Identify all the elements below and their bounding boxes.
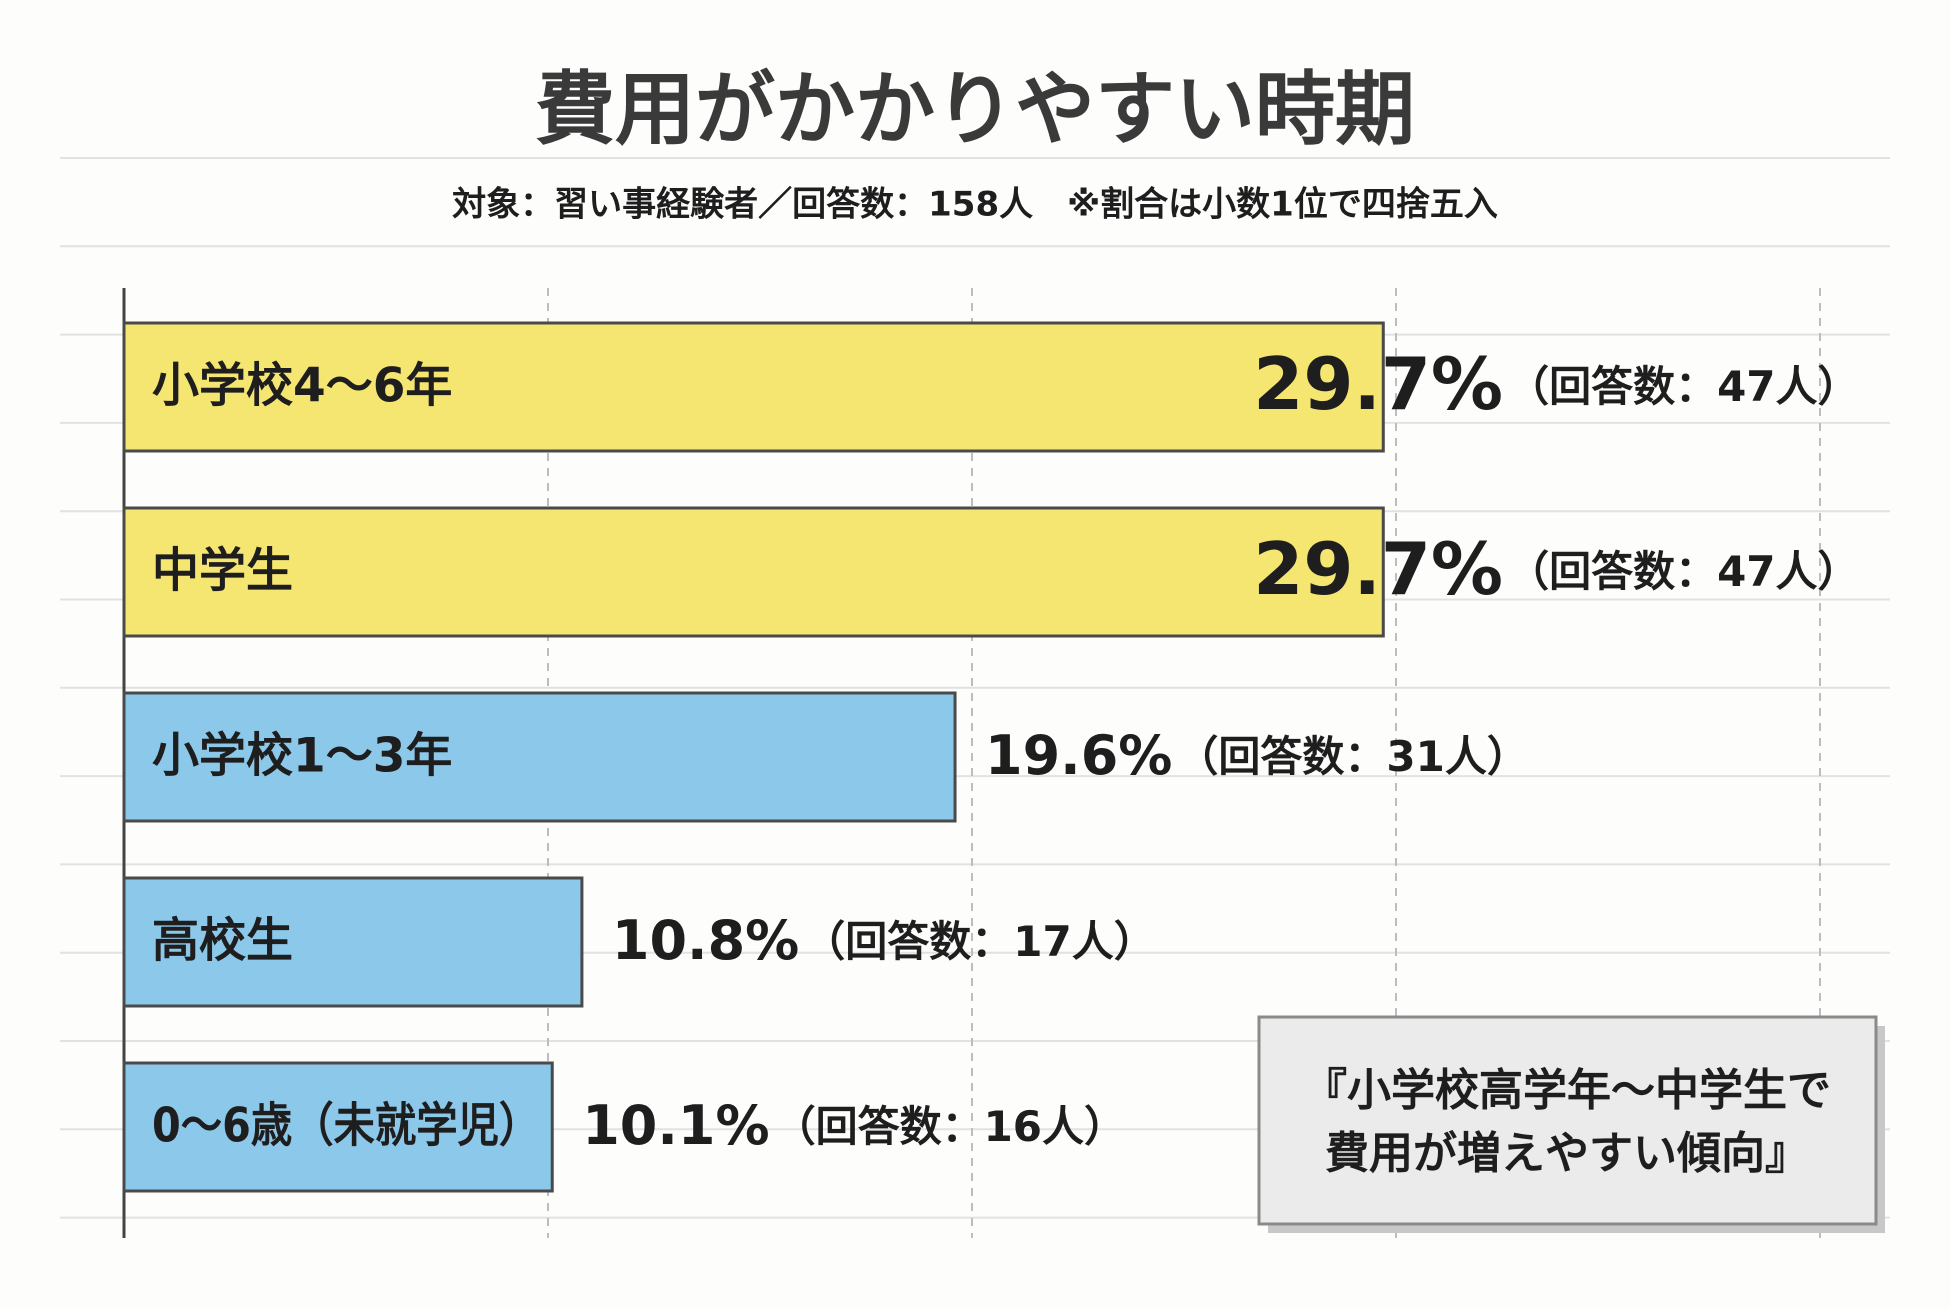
bar	[122, 321, 1385, 453]
note-line: 費用が増えやすい傾向』	[1325, 1128, 1809, 1179]
bar	[122, 1061, 554, 1193]
value-label: 10.1%（回答数：16人）	[582, 1094, 1126, 1157]
count-label: （回答数：47人）	[1507, 547, 1859, 596]
chart-title: 費用がかかりやすい時期	[535, 63, 1415, 156]
count-label: （回答数：47人）	[1507, 362, 1859, 411]
category-label: 小学校1〜3年	[152, 729, 452, 784]
count-label: （回答数：16人）	[774, 1102, 1126, 1151]
value-label-number: 29.7%	[1253, 342, 1503, 426]
chart-subtitle: 対象：習い事経験者／回答数：158人 ※割合は小数1位で四捨五入	[452, 185, 1498, 225]
category-label: 中学生	[152, 544, 293, 599]
value-label-number: 10.8%	[612, 909, 799, 972]
value-label: 19.6%（回答数：31人）	[985, 724, 1529, 787]
value-label-number: 29.7%	[1253, 527, 1503, 611]
count-label: （回答数：31人）	[1176, 732, 1528, 781]
category-label: 0〜6歳（未就学児）	[152, 1099, 540, 1154]
bar	[122, 691, 957, 823]
note-box	[1257, 1015, 1878, 1226]
category-label: 小学校4〜6年	[152, 359, 452, 414]
bar	[122, 876, 584, 1008]
value-label: 10.8%（回答数：17人）	[612, 909, 1156, 972]
bars: 小学校4〜6年 29.7%（回答数：47人）中学生 29.7%（回答数：47人）小学…	[122, 321, 1860, 1193]
bar	[122, 506, 1385, 638]
value-label: 29.7%（回答数：47人）	[1253, 342, 1859, 426]
value-label-number: 10.1%	[582, 1094, 769, 1157]
value-label: 29.7%（回答数：47人）	[1253, 527, 1859, 611]
count-label: （回答数：17人）	[803, 917, 1155, 966]
note-line: 『小学校高学年〜中学生で	[1303, 1065, 1831, 1116]
category-label: 高校生	[152, 914, 293, 969]
value-label-number: 19.6%	[985, 724, 1172, 787]
